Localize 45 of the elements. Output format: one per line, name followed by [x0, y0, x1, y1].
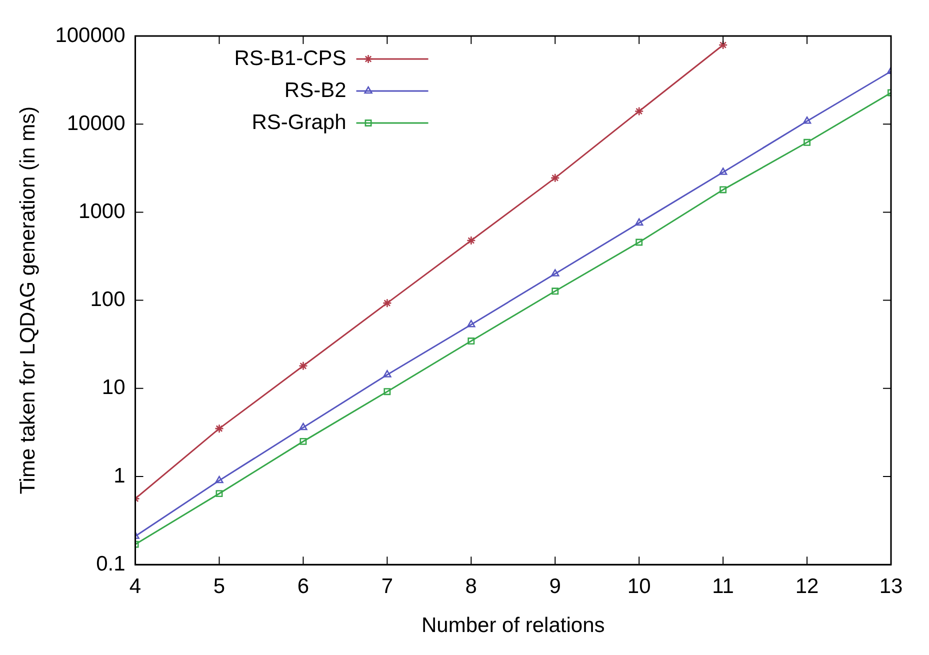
point — [216, 490, 223, 498]
point — [215, 476, 224, 484]
x-tick-label: 6 — [297, 574, 310, 598]
point — [466, 236, 476, 246]
x-tick-label: 5 — [213, 574, 226, 598]
point — [214, 424, 224, 434]
x-tick-label: 7 — [381, 574, 394, 598]
point — [552, 288, 559, 295]
x-tick-label: 13 — [879, 574, 903, 598]
y-tick-label: 10 — [102, 376, 126, 400]
point — [718, 168, 728, 175]
point — [802, 116, 812, 124]
point — [804, 138, 811, 146]
legend-label: RS-Graph — [252, 110, 346, 134]
x-tick-label: 10 — [627, 574, 651, 598]
x-tick-label: 11 — [712, 574, 734, 598]
point — [468, 338, 475, 344]
point — [634, 106, 644, 116]
y-tick-label: 0.1 — [96, 552, 126, 576]
point — [550, 173, 560, 183]
point — [384, 388, 391, 396]
point — [298, 361, 308, 371]
x-tick-label: 9 — [549, 574, 561, 598]
point — [383, 370, 392, 378]
point — [720, 186, 727, 194]
y-tick-label: 100000 — [55, 24, 126, 47]
point — [636, 238, 643, 246]
point — [718, 40, 728, 50]
x-tick-label: 8 — [465, 574, 477, 598]
legend-label: RS-B1-CPS — [234, 46, 346, 70]
point — [382, 298, 392, 308]
point — [551, 269, 560, 276]
point — [300, 438, 307, 445]
point — [467, 320, 476, 328]
y-tick-label: 1000 — [78, 200, 126, 223]
y-tick-label: 10000 — [66, 112, 126, 135]
x-axis-title: Number of relations — [422, 614, 605, 638]
legend-label: RS-B2 — [284, 78, 346, 102]
x-tick-label: 4 — [129, 574, 142, 598]
point — [634, 218, 644, 226]
y-tick-label: 1 — [114, 464, 126, 488]
point — [299, 422, 308, 430]
y-tick-label: 100 — [90, 288, 126, 312]
x-tick-label: 12 — [795, 574, 819, 598]
y-axis-title: Time taken for LQDAG generation (in ms) — [16, 106, 40, 494]
